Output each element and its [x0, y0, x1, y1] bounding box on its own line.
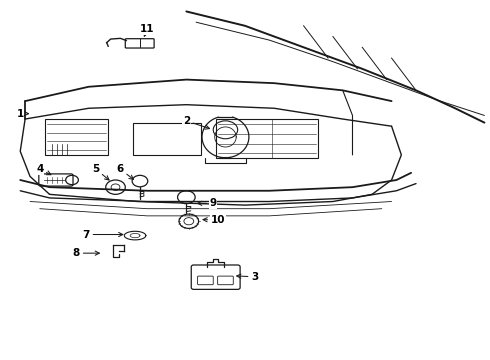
Text: 8: 8: [73, 248, 99, 258]
Text: 1: 1: [17, 109, 28, 119]
Text: 7: 7: [82, 230, 123, 239]
Bar: [216, 119, 318, 158]
Text: 3: 3: [237, 272, 258, 282]
Bar: [133, 123, 201, 155]
Text: 5: 5: [92, 164, 109, 180]
Text: 11: 11: [140, 24, 154, 36]
Text: 4: 4: [36, 164, 51, 175]
Text: 10: 10: [203, 215, 225, 225]
Text: 9: 9: [197, 198, 217, 208]
Bar: [45, 119, 108, 155]
Text: 6: 6: [117, 164, 133, 179]
Text: 2: 2: [183, 116, 210, 129]
